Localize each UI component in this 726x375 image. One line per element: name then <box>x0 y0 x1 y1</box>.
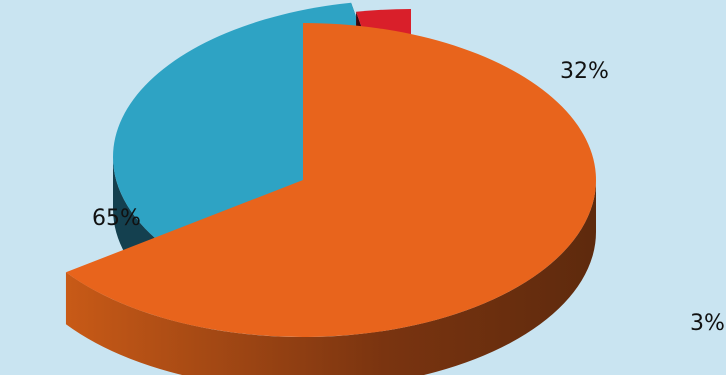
slice-65-percent-rim <box>65 180 596 375</box>
slice-label-65: 65% <box>92 206 141 231</box>
slice-label-32: 32% <box>560 59 609 84</box>
slice-65-percent <box>65 23 597 375</box>
slice-label-3: 3% <box>690 311 725 336</box>
slice-65-percent-top <box>65 23 597 337</box>
